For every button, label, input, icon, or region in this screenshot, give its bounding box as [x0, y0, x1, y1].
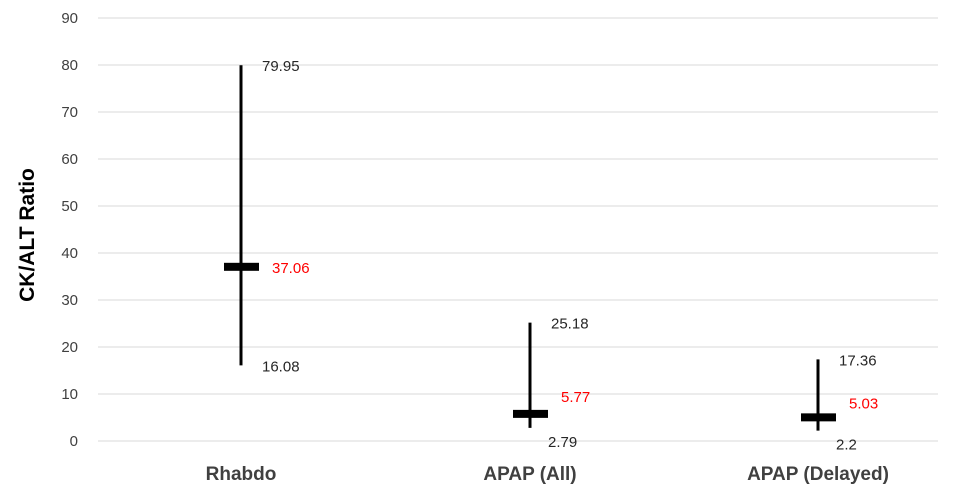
y-tick-label: 10 — [61, 386, 78, 403]
y-tick-labels: 0 10 20 30 40 50 60 70 80 90 — [61, 10, 78, 450]
low-value-label: 16.08 — [262, 358, 300, 375]
gridlines — [98, 17, 938, 442]
low-value-label: 2.2 — [836, 437, 857, 454]
y-tick-label: 20 — [61, 339, 78, 356]
range-markers — [224, 65, 836, 431]
median-marker — [224, 262, 259, 271]
y-tick-label: 90 — [61, 10, 78, 27]
value-labels: 79.95 16.08 37.06 25.18 2.79 5.77 17.36 2.2 5.03 — [262, 58, 878, 453]
median-value-label: 5.77 — [561, 389, 590, 406]
category-labels: Rhabdo APAP (All) APAP (Delayed) — [206, 464, 889, 485]
y-axis-label: CK/ALT Ratio — [16, 168, 39, 302]
y-tick-label: 0 — [70, 433, 78, 450]
y-tick-label: 40 — [61, 245, 78, 262]
high-value-label: 25.18 — [551, 316, 589, 333]
median-marker — [801, 413, 836, 422]
median-value-label: 37.06 — [272, 260, 310, 277]
y-tick-label: 60 — [61, 151, 78, 168]
category-label: APAP (All) — [483, 464, 576, 485]
high-value-label: 79.95 — [262, 58, 300, 75]
median-marker — [513, 409, 548, 418]
y-tick-label: 80 — [61, 57, 78, 74]
y-tick-label: 30 — [61, 292, 78, 309]
median-value-label: 5.03 — [849, 395, 878, 412]
category-label: Rhabdo — [206, 464, 277, 485]
y-tick-label: 50 — [61, 198, 78, 215]
low-value-label: 2.79 — [548, 434, 577, 451]
high-value-label: 17.36 — [839, 352, 877, 369]
y-tick-label: 70 — [61, 104, 78, 121]
category-label: APAP (Delayed) — [747, 464, 889, 485]
